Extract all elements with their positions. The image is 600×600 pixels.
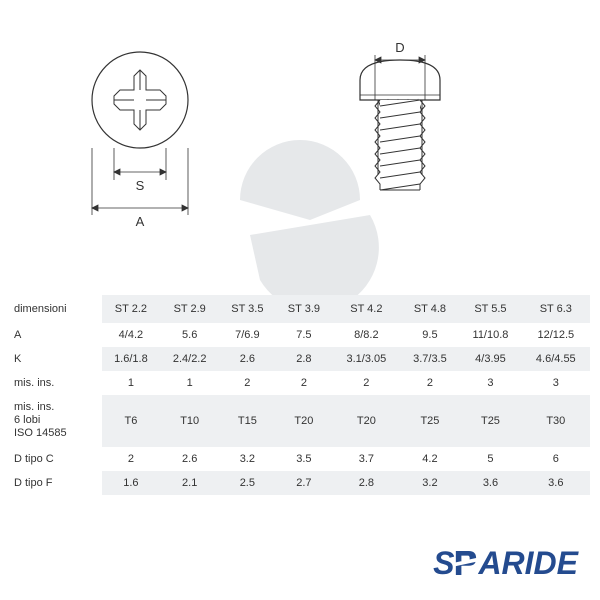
dim-a-label: A [136,214,145,229]
row-label: mis. ins. 6 lobi ISO 14585 [10,395,102,447]
cell: 2 [276,371,333,395]
cell: 1.6/1.8 [102,347,161,371]
col-header: ST 2.9 [160,295,219,323]
cell: 5 [459,447,521,471]
row-label: mis. ins. [10,371,102,395]
cell: T6 [102,395,161,447]
cell: T15 [219,395,276,447]
cell: T20 [332,395,400,447]
cell: 3 [459,371,521,395]
cell: 3.2 [219,447,276,471]
col-header: ST 3.5 [219,295,276,323]
table-body: A 4/4.2 5.6 7/6.9 7.5 8/8.2 9.5 11/10.8 … [10,323,590,495]
cell: 4.6/4.55 [522,347,590,371]
logo-p-icon [454,548,478,578]
table-row: mis. ins. 1 1 2 2 2 2 3 3 [10,371,590,395]
cell: T20 [276,395,333,447]
cell: 7/6.9 [219,323,276,347]
cell: 2.1 [160,471,219,495]
col-header: ST 4.8 [401,295,460,323]
table-row: D tipo C 2 2.6 3.2 3.5 3.7 4.2 5 6 [10,447,590,471]
row-label: D tipo C [10,447,102,471]
cell: 3.6 [522,471,590,495]
cell: 1.6 [102,471,161,495]
cell: 2.7 [276,471,333,495]
cell: 2 [102,447,161,471]
cell: 7.5 [276,323,333,347]
table-header-row: dimensioni ST 2.2 ST 2.9 ST 3.5 ST 3.9 S… [10,295,590,323]
diagram-area: S A [20,20,580,290]
dimensions-table: dimensioni ST 2.2 ST 2.9 ST 3.5 ST 3.9 S… [10,295,590,495]
cell: T25 [401,395,460,447]
cell: 3.2 [401,471,460,495]
row-label: K [10,347,102,371]
cell: 2 [219,371,276,395]
dimensions-table-area: dimensioni ST 2.2 ST 2.9 ST 3.5 ST 3.9 S… [10,295,590,495]
col-header: ST 2.2 [102,295,161,323]
cell: 2.8 [276,347,333,371]
cell: 3 [522,371,590,395]
dim-d-label: D [395,40,404,55]
cell: 11/10.8 [459,323,521,347]
table-row: A 4/4.2 5.6 7/6.9 7.5 8/8.2 9.5 11/10.8 … [10,323,590,347]
col-header: ST 6.3 [522,295,590,323]
cell: 3.7 [332,447,400,471]
cell: 2 [332,371,400,395]
page-container: S A [0,0,600,600]
cell: 4.2 [401,447,460,471]
table-row: D tipo F 1.6 2.1 2.5 2.7 2.8 3.2 3.6 3.6 [10,471,590,495]
col-header: ST 5.5 [459,295,521,323]
col-header: ST 3.9 [276,295,333,323]
dim-s-label: S [136,178,145,193]
screw-side-view: D [350,40,580,220]
cell: 1 [160,371,219,395]
cell: 5.6 [160,323,219,347]
cell: 4/3.95 [459,347,521,371]
cell: 12/12.5 [522,323,590,347]
brand-logo: S ARIDE [433,545,578,582]
cell: 2.6 [160,447,219,471]
cell: T30 [522,395,590,447]
cell: 8/8.2 [332,323,400,347]
row-label: D tipo F [10,471,102,495]
screw-top-view: S A [70,40,230,290]
row-label: A [10,323,102,347]
logo-text-before: S [433,545,454,581]
cell: 2.8 [332,471,400,495]
header-label: dimensioni [10,295,102,323]
cell: 3.5 [276,447,333,471]
cell: 3.7/3.5 [401,347,460,371]
cell: 3.6 [459,471,521,495]
cell: 2.4/2.2 [160,347,219,371]
cell: T10 [160,395,219,447]
cell: 2 [401,371,460,395]
cell: 6 [522,447,590,471]
table-row: mis. ins. 6 lobi ISO 14585 T6 T10 T15 T2… [10,395,590,447]
cell: 9.5 [401,323,460,347]
cell: 4/4.2 [102,323,161,347]
cell: T25 [459,395,521,447]
table-row: K 1.6/1.8 2.4/2.2 2.6 2.8 3.1/3.05 3.7/3… [10,347,590,371]
cell: 2.6 [219,347,276,371]
col-header: ST 4.2 [332,295,400,323]
cell: 2.5 [219,471,276,495]
cell: 1 [102,371,161,395]
cell: 3.1/3.05 [332,347,400,371]
logo-text-after: ARIDE [478,545,578,581]
